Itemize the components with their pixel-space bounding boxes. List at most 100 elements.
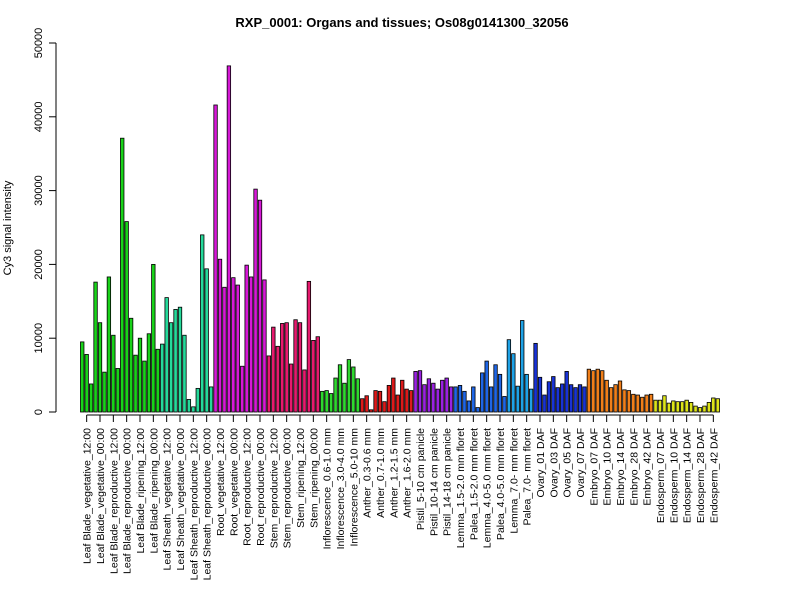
bar: [262, 279, 267, 413]
bar: [244, 264, 249, 413]
bar: [488, 386, 494, 413]
x-tick-label: Stem_ripening_12:00: [295, 428, 307, 528]
bar: [537, 376, 543, 413]
bar: [417, 370, 423, 413]
x-tick-label: Inflorescence_5.0-10 mm: [348, 428, 360, 547]
x-tick-label: Leaf Blade_ripening_00:00: [148, 428, 160, 554]
bar: [266, 355, 272, 413]
x-tick-label: Root_vegetative_00:00: [228, 428, 240, 536]
x-tick-label: Inflorescence_3.0-4.0 mm: [335, 428, 347, 550]
bar: [640, 396, 645, 413]
bar: [124, 221, 129, 413]
bar: [480, 372, 485, 413]
x-tick-label: Stem_ripening_00:00: [308, 428, 320, 528]
bar: [320, 390, 325, 413]
x-tick-label: Anther_0.7-1.0 mm: [375, 428, 387, 518]
x-tick-labels: Leaf Blade_vegetative_12:00 Leaf Blade_ve…: [82, 428, 721, 581]
bar: [177, 306, 183, 413]
bar: [373, 390, 378, 413]
x-tick-label: Endosperm_07 DAF: [655, 428, 667, 523]
bar: [404, 388, 409, 413]
chart-title: RXP_0001: Organs and tissues; Os08g01413…: [235, 15, 568, 30]
bar: [568, 384, 574, 413]
bar: [431, 382, 436, 413]
bar: [462, 390, 467, 413]
bar: [444, 377, 449, 413]
x-tick-label: Anther_1.6-2.0 mm: [402, 428, 414, 518]
bar: [680, 401, 685, 413]
bar: [151, 263, 156, 413]
bar: [422, 384, 427, 413]
bar: [542, 394, 547, 413]
bar: [84, 354, 89, 413]
x-tick-label: Lemma_4.0-5.0 mm floret: [482, 428, 494, 548]
bar: [324, 390, 329, 413]
x-tick-label: Anther_0.3-0.6 mm: [362, 428, 374, 518]
bar: [106, 276, 112, 413]
bar: [613, 384, 618, 413]
x-tick-label: Palea_1.5-2.0 mm floret: [468, 428, 480, 540]
bar: [400, 379, 405, 413]
bar: [626, 390, 632, 413]
bar: [631, 393, 636, 413]
bar: [653, 399, 658, 413]
bar: [511, 353, 516, 413]
bar: [315, 336, 320, 413]
bar: [533, 342, 538, 413]
bar: [657, 399, 663, 413]
x-tick-label: Leaf Blade_reproductive_00:00: [122, 428, 134, 574]
bar: [377, 390, 383, 413]
bar: [573, 387, 578, 413]
bar: [93, 281, 98, 413]
bar: [582, 386, 587, 413]
bar: [448, 386, 454, 413]
x-tick-label: Leaf Sheath_vegetative_12:00: [162, 428, 174, 571]
bar: [97, 322, 103, 413]
x-tick-label: Ovary_05 DAF: [562, 428, 574, 497]
bar: [560, 383, 565, 413]
bar: [333, 377, 338, 413]
bar: [662, 395, 667, 413]
x-tick-label: Root_reproductive_12:00: [242, 428, 254, 546]
bar: [351, 366, 356, 413]
x-tick-label: Palea_4.0-5.0 mm floret: [495, 428, 507, 540]
x-tick-label: Stem_reproductive_12:00: [268, 428, 280, 548]
bar: [186, 399, 192, 413]
bar: [284, 322, 289, 413]
bar: [466, 400, 472, 413]
x-tick-label: Lemma_1.5-2.0 mm floret: [455, 428, 467, 548]
bar: [688, 402, 694, 413]
bar: [715, 398, 720, 413]
bar: [408, 390, 414, 413]
bar: [142, 360, 147, 413]
bar: [671, 400, 676, 413]
bar: [382, 401, 387, 413]
bar: [368, 409, 374, 413]
bar: [80, 341, 85, 413]
x-tick-label: Endosperm_28 DAF: [695, 428, 707, 523]
y-tick-label: 50000: [33, 28, 45, 59]
bar: [364, 395, 369, 413]
bar: [235, 284, 240, 413]
bar: [293, 319, 298, 413]
bar: [115, 368, 120, 413]
bar: [706, 402, 712, 413]
bar: [271, 326, 276, 413]
y-tick-label: 10000: [33, 323, 45, 354]
bar: [426, 378, 432, 413]
bar: [204, 268, 209, 413]
bar: [497, 373, 503, 413]
bar: [342, 382, 347, 413]
bar: [520, 320, 525, 413]
bar: [617, 380, 623, 413]
bar: [337, 364, 343, 413]
bar: [622, 389, 627, 413]
bar: [173, 309, 178, 413]
bar: [595, 368, 600, 413]
bar: [182, 334, 187, 413]
bar: [328, 393, 334, 413]
y-tick-label: 30000: [33, 175, 45, 206]
bar: [635, 394, 640, 413]
bar: [551, 376, 556, 413]
